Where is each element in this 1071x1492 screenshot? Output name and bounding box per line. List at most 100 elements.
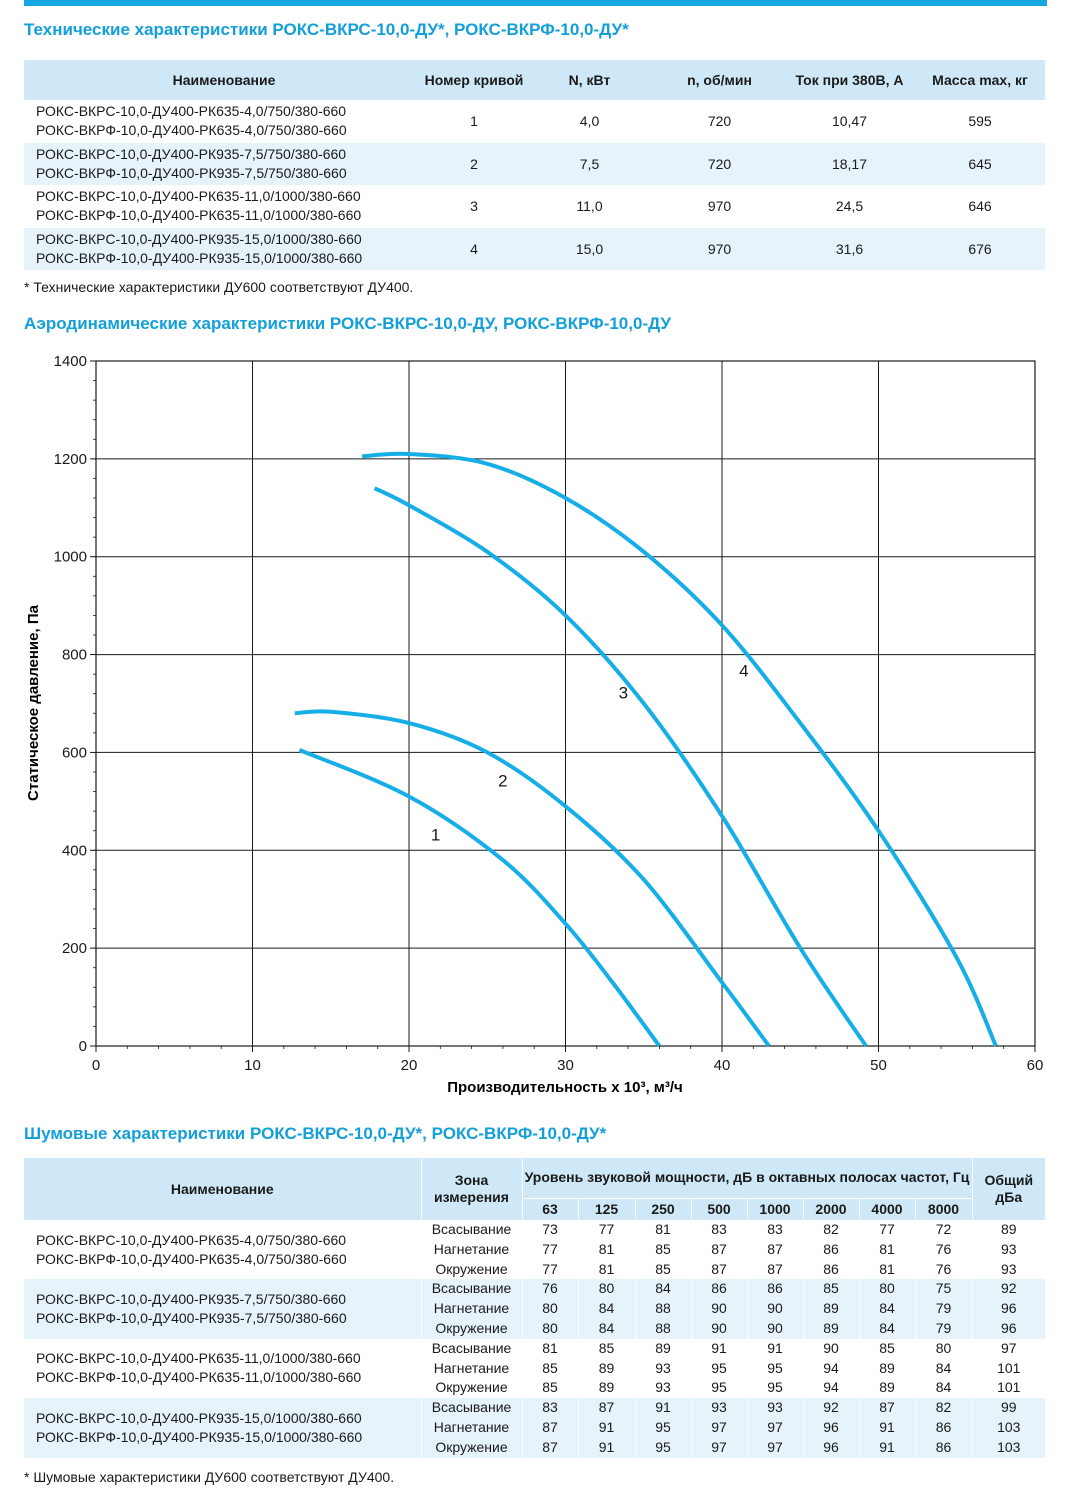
chart-curves [294, 451, 998, 1048]
noise-cell-value: 81 [858, 1239, 915, 1260]
noise-row: РОКС-ВКРС-10,0-ДУ400-РК935-7,5/750/380-6… [24, 1279, 1046, 1339]
y-tick-label: 1400 [54, 353, 87, 370]
noise-cell-value: 92 [802, 1398, 859, 1418]
noise-cell-value: 93 [634, 1378, 691, 1399]
tech-cell-power: 11,0 [576, 198, 603, 215]
noise-cell-value: 84 [634, 1279, 691, 1300]
noise-cell-value: 76 [521, 1279, 578, 1300]
noise-cell-value: 94 [802, 1378, 859, 1399]
noise-cell-value: 96 [802, 1417, 859, 1438]
noise-cell-value: 95 [690, 1358, 747, 1379]
noise-row: Окружение 77 81 85 87 87 86 81 76 93 [24, 1259, 1046, 1280]
noise-cell-value: 84 [858, 1299, 915, 1319]
noise-cell-value: 81 [577, 1259, 635, 1280]
tech-cell-name: РОКС-ВКРС-10,0-ДУ400-РК635-11,0/1000/380… [24, 185, 424, 228]
freq-header: 4000 [858, 1197, 915, 1220]
noise-cell-value: 90 [746, 1299, 803, 1319]
tech-cell-rpm: 970 [707, 198, 732, 215]
noise-cell-value: 85 [634, 1259, 691, 1280]
noise-cell-value: 86 [914, 1417, 973, 1438]
tech-row: РОКС-ВКРС-10,0-ДУ400-РК935-7,5/750/380-6… [24, 142, 1045, 185]
y-tick-label: 400 [62, 842, 87, 859]
noise-cell-value: 97 [746, 1437, 803, 1458]
tech-cell-mass: 676 [915, 227, 1045, 270]
x-tick-label: 40 [714, 1057, 731, 1074]
tech-cell-curve-number: 4 [424, 227, 524, 270]
noise-cell-zone: Окружение [420, 1437, 522, 1458]
curve-label-1: 1 [431, 826, 440, 845]
noise-row: Нагнетание 77 81 85 87 87 86 81 76 93 [24, 1239, 1046, 1260]
noise-cell-total: 99 [971, 1398, 1046, 1418]
chart-y-axis-label: Статическое давление, Па [25, 604, 42, 801]
noise-cell-total: 92 [971, 1279, 1046, 1300]
noise-cell-value: 77 [577, 1220, 635, 1240]
noise-section-title: Шумовые характеристики РОКС-ВКРС-10,0-ДУ… [24, 1124, 607, 1143]
noise-cell-name: РОКС-ВКРС-10,0-ДУ400-РК935-15,0/1000/380… [24, 1398, 421, 1458]
tech-cell-power: 4,0 [579, 113, 600, 130]
noise-cell-value: 88 [634, 1299, 691, 1319]
model-name-line: РОКС-ВКРС-10,0-ДУ400-РК935-7,5/750/380-6… [36, 1291, 347, 1308]
tech-header-name: Наименование [24, 60, 424, 100]
noise-cell-total: 103 [971, 1417, 1046, 1438]
model-name-line: РОКС-ВКРФ-10,0-ДУ400-РК935-15,0/1000/380… [36, 1428, 363, 1445]
noise-cell-value: 84 [577, 1299, 635, 1319]
model-name-line: РОКС-ВКРС-10,0-ДУ400-РК635-11,0/1000/380… [36, 1350, 361, 1367]
model-name-line: РОКС-ВКРФ-10,0-ДУ400-РК935-7,5/750/380-6… [36, 1310, 347, 1327]
tech-cell-name: РОКС-ВКРС-10,0-ДУ400-РК935-15,0/1000/380… [24, 227, 424, 270]
noise-cell-value: 97 [690, 1437, 747, 1458]
noise-cell-value: 77 [521, 1259, 578, 1280]
noise-header-name: Наименование [24, 1158, 421, 1220]
noise-cell-value: 91 [577, 1417, 635, 1438]
noise-cell-name: РОКС-ВКРС-10,0-ДУ400-РК635-11,0/1000/380… [24, 1339, 421, 1398]
model-name-line: РОКС-ВКРС-10,0-ДУ400-РК935-7,5/750/380-6… [36, 145, 347, 162]
tech-section-title: Технические характеристики РОКС-ВКРС-10,… [24, 20, 629, 39]
noise-row: РОКС-ВКРС-10,0-ДУ400-РК635-4,0/750/380-6… [24, 1220, 1046, 1267]
x-tick-label: 30 [557, 1057, 574, 1074]
noise-row: Нагнетание 80 84 88 90 90 89 84 79 96 [24, 1299, 1046, 1319]
tech-cell-curve-number: 1 [470, 113, 478, 130]
noise-cell-value: 84 [914, 1378, 973, 1399]
noise-cell-zone: Окружение [420, 1259, 522, 1280]
noise-cell-value: 77 [858, 1220, 915, 1240]
noise-cell-value: 97 [690, 1417, 747, 1438]
noise-row: Окружение 87 91 95 97 97 96 91 86 103 [24, 1437, 1046, 1458]
tech-footnote: * Технические характеристики ДУ600 соотв… [24, 279, 414, 295]
noise-cell-total: 89 [971, 1220, 1046, 1240]
noise-cell-value: 86 [690, 1279, 747, 1300]
model-name-line: РОКС-ВКРФ-10,0-ДУ400-РК635-11,0/1000/380… [36, 207, 362, 224]
x-tick-label: 10 [244, 1057, 261, 1074]
model-name-line: РОКС-ВКРС-10,0-ДУ400-РК635-4,0/750/380-6… [36, 103, 347, 120]
tech-header-curve: Номер кривой [424, 60, 524, 100]
freq-header: 63 [521, 1197, 578, 1220]
model-name-line: РОКС-ВКРФ-10,0-ДУ400-РК935-15,0/1000/380… [36, 249, 363, 266]
noise-cell-value: 90 [690, 1299, 747, 1319]
noise-cell-value: 91 [634, 1398, 691, 1418]
curve-4 [361, 451, 998, 1047]
noise-cell-value: 95 [634, 1437, 691, 1458]
freq-header: 125 [577, 1197, 635, 1220]
noise-cell-total: 93 [971, 1239, 1046, 1260]
noise-table: Наименование Зона измерения Уровень звук… [24, 1158, 1046, 1458]
tech-header-rpm: n, об/мин [655, 60, 784, 100]
freq-header: 500 [690, 1197, 747, 1220]
tech-cell-current: 18,17 [784, 142, 915, 185]
noise-cell-zone: Нагнетание [420, 1358, 522, 1379]
noise-cell-zone: Нагнетание [420, 1417, 522, 1438]
curve-label-2: 2 [498, 772, 507, 791]
noise-cell-value: 89 [858, 1358, 915, 1379]
noise-cell-value: 87 [746, 1259, 803, 1280]
tech-cell-mass: 645 [915, 142, 1045, 185]
noise-cell-value: 87 [746, 1239, 803, 1260]
model-name-line: РОКС-ВКРФ-10,0-ДУ400-РК635-11,0/1000/380… [36, 1369, 362, 1386]
top-accent-bar [24, 0, 1047, 6]
noise-cell-value: 80 [914, 1338, 973, 1359]
noise-cell-value: 90 [802, 1338, 859, 1359]
noise-row: РОКС-ВКРС-10,0-ДУ400-РК935-15,0/1000/380… [24, 1398, 1046, 1458]
noise-cell-value: 85 [802, 1279, 859, 1300]
noise-cell-zone: Нагнетание [420, 1239, 522, 1260]
tech-row: РОКС-ВКРС-10,0-ДУ400-РК635-11,0/1000/380… [24, 185, 1045, 228]
noise-cell-value: 79 [914, 1299, 973, 1319]
noise-cell-total: 96 [971, 1299, 1046, 1319]
noise-cell-value: 76 [914, 1239, 973, 1260]
